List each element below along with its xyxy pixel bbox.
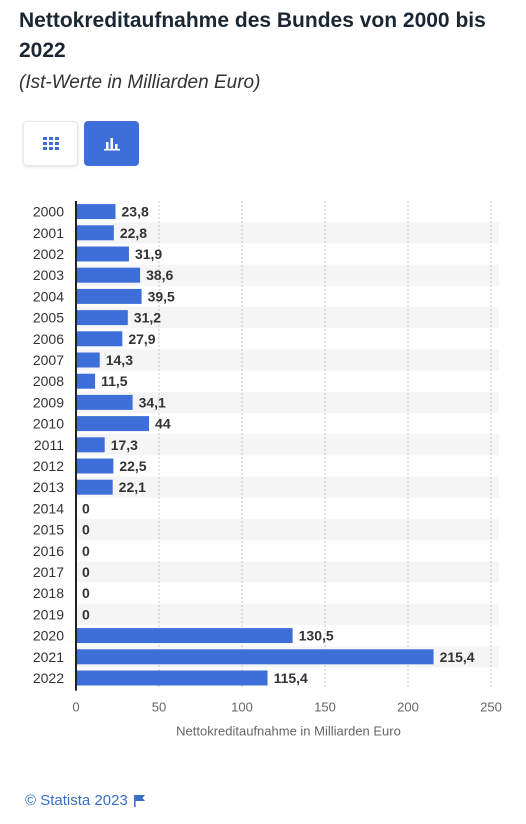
x-tick-label: 50 [152, 700, 166, 715]
row-stripe [76, 476, 499, 498]
bar[interactable] [76, 331, 123, 347]
value-label: 0 [82, 522, 90, 538]
value-label: 39,5 [148, 288, 175, 304]
category-label: 2010 [33, 416, 64, 432]
bar[interactable] [76, 352, 100, 368]
category-label: 2009 [33, 394, 64, 410]
x-tick-label: 0 [72, 700, 79, 715]
bar[interactable] [76, 479, 113, 495]
value-label: 22,8 [120, 225, 147, 241]
category-label: 2019 [33, 606, 64, 622]
bar[interactable] [76, 437, 105, 453]
value-label: 0 [82, 585, 90, 601]
category-label: 2000 [33, 204, 64, 220]
category-label: 2004 [33, 288, 64, 304]
category-label: 2014 [33, 500, 64, 516]
bar[interactable] [76, 628, 293, 644]
value-label: 27,9 [128, 331, 155, 347]
row-stripe [76, 434, 499, 456]
category-label: 2011 [34, 437, 64, 453]
category-label: 2018 [33, 585, 64, 601]
flag-icon[interactable] [133, 794, 145, 807]
category-label: 2002 [33, 246, 64, 262]
chart-subtitle: (Ist-Werte in Milliarden Euro) [19, 72, 261, 93]
value-label: 17,3 [111, 437, 138, 453]
value-label: 44 [155, 416, 171, 432]
category-label: 2013 [33, 479, 64, 495]
category-label: 2003 [33, 267, 64, 283]
bar[interactable] [76, 204, 116, 220]
chart-view-button[interactable] [84, 121, 139, 166]
row-stripe [76, 264, 499, 286]
value-label: 22,5 [119, 458, 146, 474]
category-label: 2016 [33, 543, 64, 559]
row-stripe [76, 561, 499, 583]
category-label: 2001 [33, 225, 64, 241]
bar[interactable] [76, 225, 114, 241]
x-tick-label: 250 [480, 700, 502, 715]
category-label: 2007 [33, 352, 64, 368]
row-stripe [76, 519, 499, 541]
source-label[interactable]: © Statista 2023 [25, 792, 128, 809]
value-label: 11,5 [101, 373, 128, 389]
category-label: 2008 [33, 373, 64, 389]
bar[interactable] [76, 246, 129, 262]
value-label: 22,1 [119, 479, 146, 495]
bar-chart-icon [103, 137, 120, 150]
x-tick-label: 200 [397, 700, 419, 715]
value-label: 14,3 [106, 352, 133, 368]
value-label: 0 [82, 543, 90, 559]
category-label: 2015 [33, 522, 64, 538]
source-footer[interactable]: © Statista 2023 [25, 792, 145, 809]
category-label: 2012 [33, 458, 64, 474]
category-label: 2020 [33, 628, 64, 644]
chart-title: Nettokreditaufnahme des Bundes von 2000 … [19, 9, 486, 62]
value-label: 130,5 [299, 628, 334, 644]
value-label: 23,8 [122, 204, 149, 220]
category-label: 2022 [33, 670, 64, 686]
row-stripe [76, 307, 499, 329]
category-label: 2006 [33, 331, 64, 347]
value-label: 215,4 [440, 649, 475, 665]
x-axis-title: Nettokreditaufnahme in Milliarden Euro [176, 724, 401, 739]
category-label: 2017 [33, 564, 64, 580]
category-label: 2005 [33, 310, 64, 326]
row-stripe [76, 603, 499, 625]
bar[interactable] [76, 394, 133, 410]
row-stripe [76, 222, 499, 244]
bar[interactable] [76, 373, 96, 389]
bar[interactable] [76, 458, 114, 474]
bar[interactable] [76, 670, 268, 686]
bar[interactable] [76, 288, 142, 304]
value-label: 0 [82, 564, 90, 580]
value-label: 0 [82, 500, 90, 516]
row-stripe [76, 349, 499, 371]
x-tick-label: 100 [231, 700, 253, 715]
value-label: 115,4 [274, 670, 308, 686]
bar[interactable] [76, 416, 150, 432]
table-view-button[interactable] [23, 121, 78, 166]
grid-icon [42, 136, 59, 150]
bar[interactable] [76, 310, 128, 326]
value-label: 38,6 [146, 267, 173, 283]
value-label: 0 [82, 606, 90, 622]
value-label: 31,2 [134, 310, 161, 326]
value-label: 31,9 [135, 246, 162, 262]
bar[interactable] [76, 267, 141, 283]
bar[interactable] [76, 649, 434, 665]
x-tick-label: 150 [314, 700, 336, 715]
category-label: 2021 [33, 649, 64, 665]
value-label: 34,1 [139, 394, 166, 410]
row-stripe [76, 391, 499, 413]
